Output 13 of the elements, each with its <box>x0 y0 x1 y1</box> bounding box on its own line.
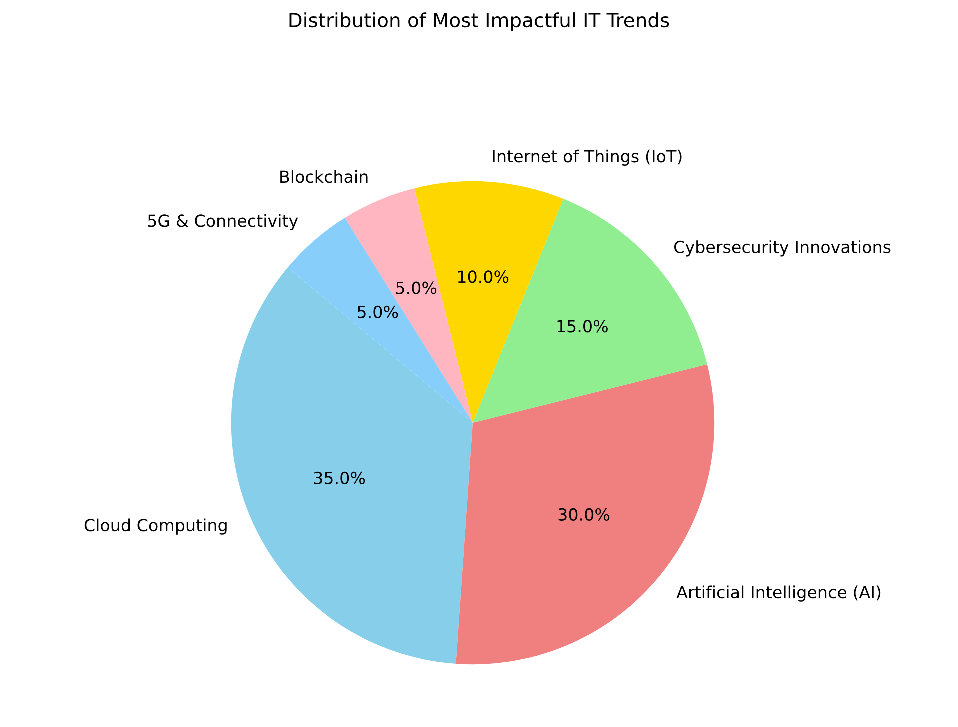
data-label: 5.0% <box>358 306 398 318</box>
data-label: 15.0% <box>558 320 608 333</box>
slice-label: Blockchain <box>280 170 368 184</box>
data-label: 30.0% <box>558 508 610 522</box>
data-label: 10.0% <box>458 270 509 284</box>
slice-label: Internet of Things (IoT) <box>493 150 682 166</box>
slice-label: Cloud Computing <box>84 518 227 535</box>
data-label: 5.0% <box>396 282 437 294</box>
chart-title: Distribution of Most Impactful IT Trends <box>290 12 670 32</box>
data-label: 35.0% <box>314 472 366 484</box>
slice-label: Cybersecurity Innovations <box>674 240 891 257</box>
slice-label: 5G & Connectivity <box>148 214 298 230</box>
slice-label: Artificial Intelligence (AI) <box>676 586 881 602</box>
